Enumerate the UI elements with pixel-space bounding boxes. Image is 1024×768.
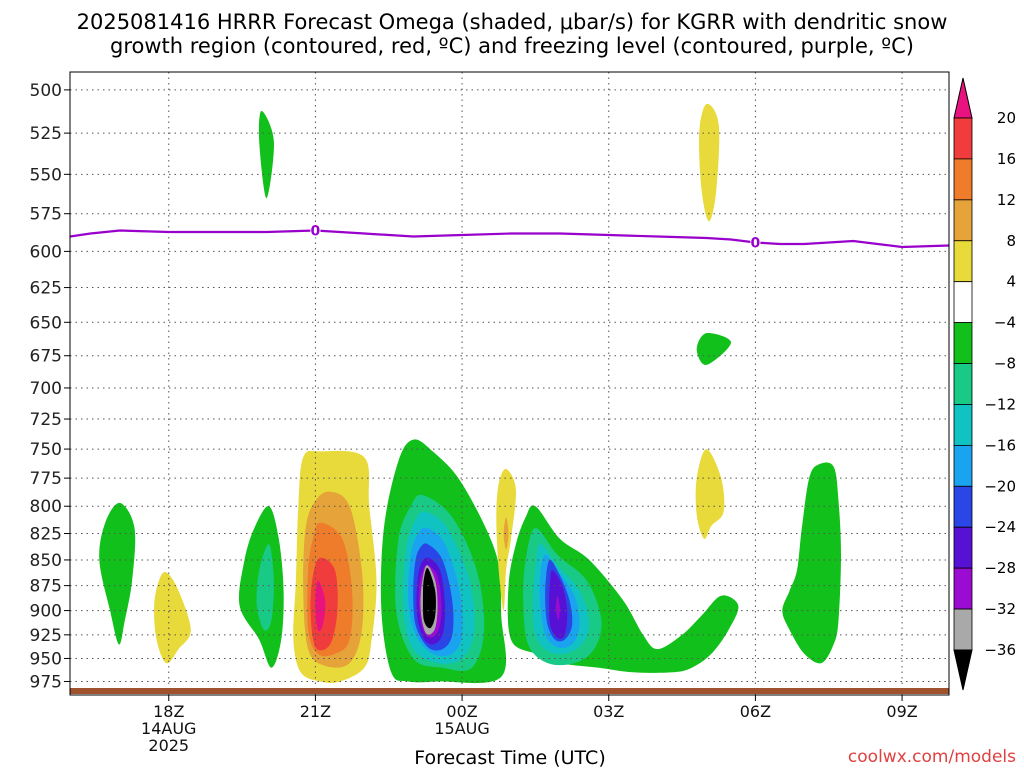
colorbar-tick-label: −12 bbox=[984, 395, 1016, 413]
colorbar: 20 16 12 8 4 −4 −8 −12 −16 −20 −24 −28 −32 −36 bbox=[953, 77, 1016, 691]
y-tick-label: 575 bbox=[30, 205, 62, 225]
y-tick-label: 675 bbox=[30, 347, 62, 367]
omega-region-2 bbox=[258, 110, 274, 199]
x-axis-label: Forecast Time (UTC) bbox=[414, 747, 605, 768]
freezing-level-label-bg bbox=[310, 223, 321, 238]
freezing-level-contour: 00 bbox=[70, 223, 949, 251]
x-tick-date-label: 14AUG bbox=[141, 719, 196, 738]
omega-region-29 bbox=[696, 332, 731, 365]
freezing-level-label: 0 bbox=[751, 235, 761, 251]
colorbar-band bbox=[953, 526, 973, 569]
y-tick-label: 900 bbox=[30, 602, 62, 622]
colorbar-band bbox=[953, 240, 973, 283]
colorbar-tick-label: 20 bbox=[997, 109, 1016, 127]
chart-title-line2: growth region (contoured, red, ºC) and f… bbox=[110, 34, 914, 58]
y-tick-label: 650 bbox=[30, 313, 62, 333]
x-tick-label: 18Z bbox=[153, 702, 184, 721]
y-tick-label: 625 bbox=[30, 279, 62, 299]
y-tick-label: 700 bbox=[30, 379, 62, 399]
y-tick-label: 950 bbox=[30, 649, 62, 669]
y-tick-label: 500 bbox=[30, 81, 62, 101]
omega-region-20 bbox=[503, 517, 509, 550]
omega-region-1 bbox=[154, 572, 191, 664]
omega-region-27 bbox=[555, 595, 560, 621]
x-tick-label: 06Z bbox=[740, 702, 771, 721]
colorbar-band bbox=[953, 158, 973, 201]
grid-lines bbox=[70, 72, 949, 695]
y-tick-label: 925 bbox=[30, 626, 62, 646]
ground-surface bbox=[70, 688, 949, 694]
colorbar-band bbox=[953, 567, 973, 610]
colorbar-band bbox=[953, 281, 973, 324]
y-tick-label: 975 bbox=[30, 672, 62, 692]
x-tick-date-label: 15AUG bbox=[434, 719, 489, 738]
colorbar-tick-label: −4 bbox=[994, 314, 1016, 332]
freezing-level-label: 0 bbox=[311, 223, 321, 239]
freezing-level-label-bg bbox=[750, 235, 761, 250]
y-tick-label: 850 bbox=[30, 551, 62, 571]
omega-region-0 bbox=[99, 502, 136, 645]
omega-region-9 bbox=[315, 580, 326, 632]
colorbar-tick-label: 16 bbox=[997, 150, 1016, 168]
colorbar-tick-label: −28 bbox=[984, 559, 1016, 577]
colorbar-tick-label: −20 bbox=[984, 477, 1016, 495]
colorbar-tick-label: −36 bbox=[984, 641, 1016, 659]
omega-region-4 bbox=[256, 544, 274, 631]
colorbar-tick-label: 4 bbox=[1006, 273, 1016, 291]
y-tick-label: 875 bbox=[30, 577, 62, 597]
y-tick-label: 775 bbox=[30, 469, 62, 489]
colorbar-band bbox=[953, 485, 973, 528]
y-axis: 500 525 550 575 600 625 650 675 700 725 750 775 800 8… bbox=[30, 81, 70, 692]
colorbar-tick-label: 12 bbox=[997, 191, 1016, 209]
colorbar-band bbox=[953, 404, 973, 446]
colorbar-band bbox=[953, 199, 973, 242]
y-tick-label: 550 bbox=[30, 165, 62, 185]
colorbar-tick-label: −16 bbox=[984, 436, 1016, 454]
y-tick-label: 825 bbox=[30, 524, 62, 544]
omega-shaded-regions bbox=[99, 103, 841, 684]
omega-region-31 bbox=[782, 462, 841, 664]
colorbar-tick-label: −32 bbox=[984, 600, 1016, 618]
x-tick-label: 03Z bbox=[593, 702, 624, 721]
colorbar-band bbox=[953, 444, 973, 487]
chart-title-line1: 2025081416 HRRR Forecast Omega (shaded, … bbox=[77, 10, 948, 34]
colorbar-band bbox=[953, 608, 973, 651]
colorbar-top-arrow bbox=[953, 77, 973, 119]
colorbar-tick-label: −8 bbox=[994, 355, 1016, 373]
omega-region-28 bbox=[698, 103, 720, 222]
y-tick-label: 750 bbox=[30, 440, 62, 460]
plot-frame bbox=[69, 71, 950, 696]
omega-region-18 bbox=[422, 567, 436, 629]
y-tick-label: 725 bbox=[30, 410, 62, 430]
colorbar-band bbox=[953, 363, 973, 405]
y-tick-label: 600 bbox=[30, 242, 62, 262]
colorbar-tick-label: −24 bbox=[984, 518, 1016, 536]
colorbar-band bbox=[953, 322, 973, 364]
x-tick-label: 21Z bbox=[300, 702, 331, 721]
x-tick-label: 09Z bbox=[886, 702, 917, 721]
x-tick-label: 00Z bbox=[446, 702, 477, 721]
y-tick-label: 800 bbox=[30, 497, 62, 517]
freezing-level-line bbox=[70, 229, 949, 249]
credit-text: coolwx.com/models bbox=[848, 747, 1016, 767]
colorbar-band bbox=[953, 117, 973, 160]
omega-region-30 bbox=[695, 449, 725, 540]
y-tick-label: 525 bbox=[30, 124, 62, 144]
colorbar-tick-label: 8 bbox=[1006, 232, 1016, 250]
colorbar-bottom-arrow bbox=[953, 649, 973, 691]
x-tick-date-label: 2025 bbox=[148, 736, 189, 755]
